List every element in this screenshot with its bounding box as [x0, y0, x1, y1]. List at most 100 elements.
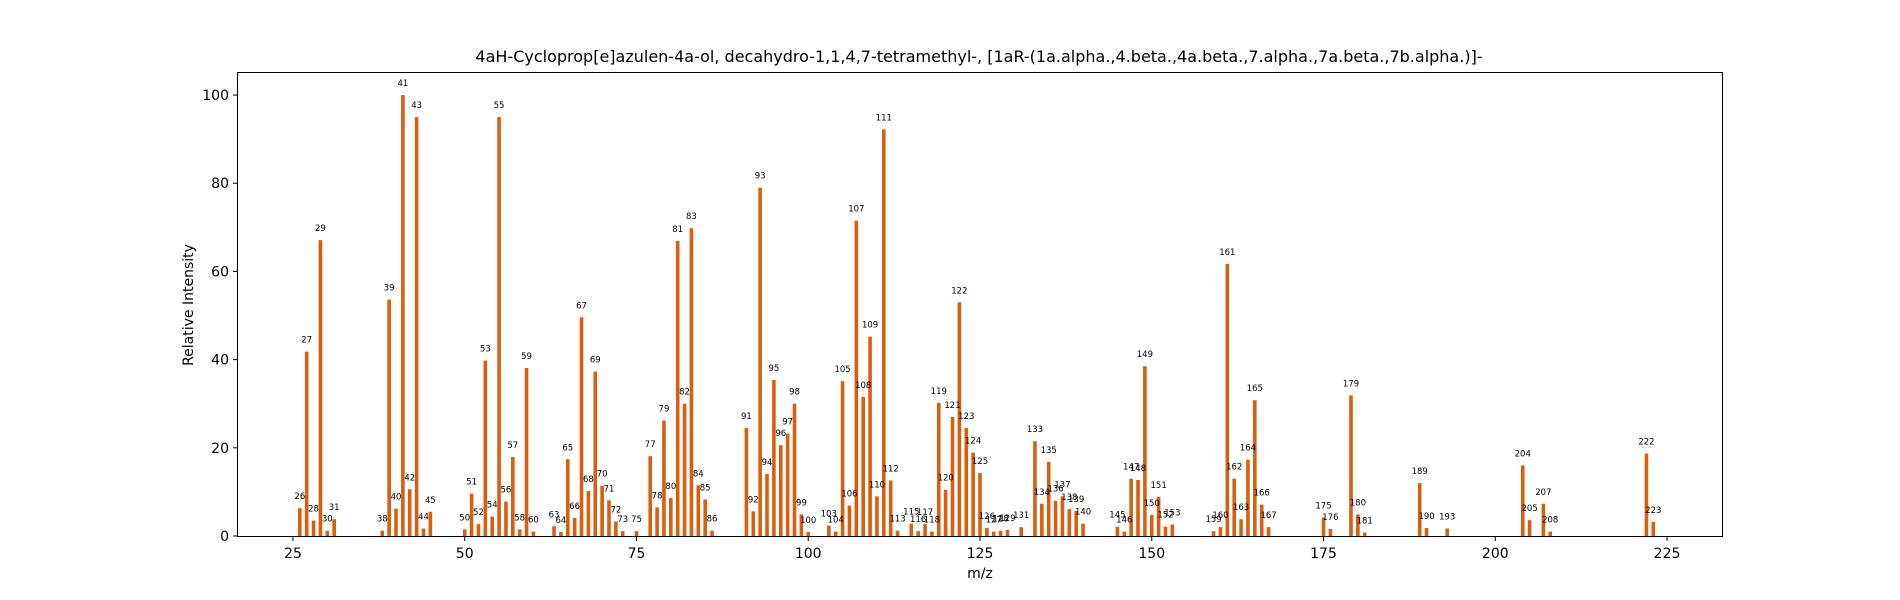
peak-bar-54: [490, 516, 494, 536]
peak-label-118: 118: [924, 516, 940, 526]
peak-bar-105: [840, 381, 845, 536]
peak-label-125: 125: [972, 457, 988, 467]
peak-bar-137: [1060, 496, 1065, 536]
peak-bar-123: [964, 427, 969, 536]
peak-bar-149: [1143, 366, 1147, 536]
peak-bar-103: [827, 525, 831, 536]
peak-bar-57: [511, 457, 515, 536]
peak-bar-152: [1163, 526, 1168, 536]
peak-label-52: 52: [473, 508, 484, 518]
peak-label-69: 69: [590, 356, 601, 366]
peak-bar-26: [298, 508, 302, 536]
peak-bar-128: [998, 530, 1003, 536]
x-tick-label-225: 225: [1654, 546, 1681, 562]
peak-label-54: 54: [487, 501, 498, 511]
peak-label-208: 208: [1542, 516, 1558, 526]
peak-bar-207: [1541, 503, 1546, 536]
peak-label-84: 84: [693, 469, 704, 479]
peak-label-77: 77: [645, 440, 656, 450]
peak-label-160: 160: [1212, 511, 1228, 521]
peak-bar-97: [785, 433, 790, 536]
peak-bar-175: [1321, 517, 1326, 536]
peak-label-111: 111: [876, 113, 892, 123]
peak-label-222: 222: [1638, 438, 1654, 448]
peak-bar-118: [930, 531, 934, 536]
peak-label-223: 223: [1645, 506, 1661, 516]
peak-label-127: 127: [986, 516, 1002, 526]
peak-bar-124: [971, 452, 975, 536]
peak-label-45: 45: [425, 496, 436, 506]
peak-bar-119: [936, 402, 941, 536]
y-tick-label-100: 100: [202, 88, 229, 104]
y-axis-label: Relative Intensity: [181, 244, 197, 366]
peak-label-205: 205: [1522, 504, 1538, 514]
peak-bar-115: [909, 523, 914, 536]
peak-bar-145: [1115, 526, 1120, 536]
peak-bar-167: [1266, 527, 1271, 536]
peak-label-207: 207: [1535, 488, 1551, 498]
peak-label-50: 50: [459, 513, 470, 523]
bars-layer: [298, 95, 1656, 537]
peak-label-109: 109: [862, 321, 878, 331]
peak-label-190: 190: [1418, 512, 1434, 522]
peak-bar-91: [744, 427, 749, 536]
peak-bar-125: [978, 472, 982, 536]
peak-bar-139: [1074, 510, 1078, 536]
peak-label-31: 31: [329, 503, 340, 513]
peak-label-60: 60: [528, 516, 539, 526]
peak-label-133: 133: [1027, 425, 1043, 435]
x-tick-label-25: 25: [284, 546, 302, 562]
peak-label-121: 121: [944, 401, 960, 411]
peak-bar-56: [504, 501, 508, 536]
peak-label-134: 134: [1034, 488, 1050, 498]
peak-label-29: 29: [315, 224, 326, 234]
peak-label-137: 137: [1054, 480, 1070, 490]
peak-bar-71: [607, 500, 611, 536]
peak-bar-121: [950, 416, 955, 536]
peak-label-167: 167: [1260, 511, 1276, 521]
peak-label-129: 129: [999, 514, 1015, 524]
peak-bar-79: [662, 420, 666, 536]
peak-bar-222: [1644, 453, 1649, 536]
peak-label-108: 108: [855, 381, 871, 391]
peak-bar-153: [1170, 524, 1175, 536]
peak-bar-58: [517, 529, 522, 536]
peak-label-107: 107: [848, 205, 864, 215]
peak-label-150: 150: [1144, 499, 1160, 509]
peak-label-103: 103: [821, 509, 837, 519]
peak-bar-104: [833, 531, 838, 536]
peak-label-78: 78: [652, 491, 663, 501]
peak-bar-96: [778, 445, 783, 536]
peak-label-180: 180: [1350, 498, 1366, 508]
peak-bar-108: [861, 397, 865, 536]
peak-bar-165: [1253, 400, 1257, 536]
peak-label-51: 51: [466, 478, 477, 488]
peak-bar-176: [1328, 528, 1333, 536]
peak-label-140: 140: [1075, 508, 1091, 518]
peak-bar-65: [565, 459, 570, 536]
peak-label-30: 30: [322, 515, 333, 525]
peak-label-64: 64: [555, 516, 566, 526]
peak-label-38: 38: [377, 515, 388, 525]
peak-label-117: 117: [917, 508, 933, 518]
peak-label-98: 98: [789, 388, 800, 398]
peak-label-93: 93: [755, 172, 766, 182]
peak-label-79: 79: [659, 404, 670, 414]
peak-bar-204: [1520, 465, 1525, 536]
peak-label-70: 70: [597, 470, 608, 480]
peak-label-67: 67: [576, 301, 587, 311]
data-labels-layer: 26 27 28 29 30 31 38 39 40 41 42 43 44 45 50 51 52 53 54 55…: [294, 79, 1661, 526]
peak-bar-193: [1445, 528, 1449, 536]
peak-bar-43: [414, 117, 419, 536]
peak-bar-205: [1527, 520, 1532, 536]
peak-bar-64: [559, 532, 563, 536]
peak-label-147: 147: [1123, 463, 1139, 473]
peak-label-193: 193: [1439, 513, 1455, 523]
peak-bar-77: [648, 456, 653, 536]
peak-bar-223: [1651, 521, 1656, 536]
peak-bar-82: [682, 403, 687, 536]
peak-label-40: 40: [391, 493, 402, 503]
peak-label-85: 85: [700, 483, 711, 493]
peak-bar-73: [620, 531, 625, 536]
